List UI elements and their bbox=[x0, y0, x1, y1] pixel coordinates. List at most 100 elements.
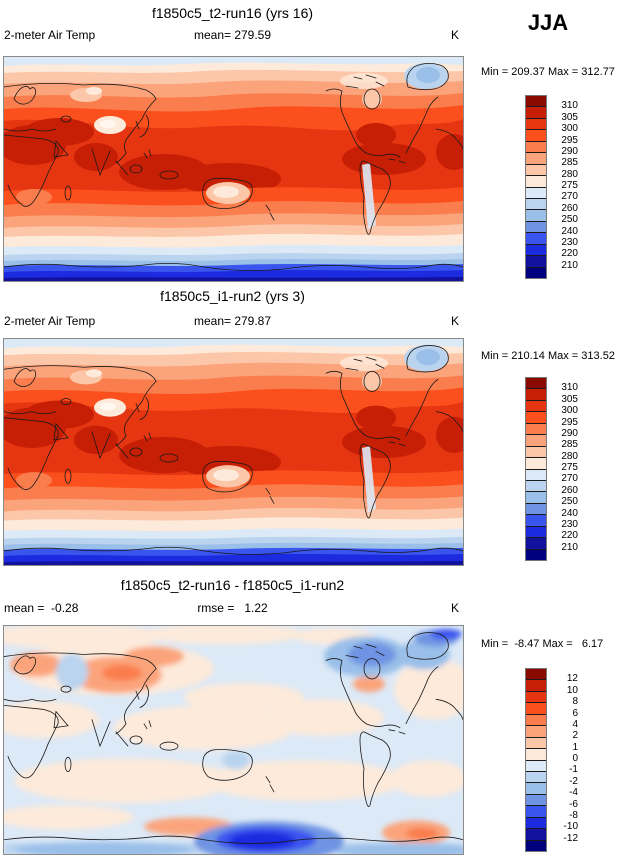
colorbar-tick-label: 280 bbox=[561, 450, 578, 462]
panel2-map bbox=[3, 338, 464, 566]
colorbar-segment bbox=[526, 680, 546, 692]
colorbar-segment bbox=[526, 164, 546, 177]
colorbar-segment bbox=[526, 794, 546, 807]
colorbar-segment bbox=[526, 714, 546, 727]
panel3-minmax: Min = -8.47 Max = 6.17 bbox=[481, 638, 604, 650]
colorbar-tick-label: 10 bbox=[566, 684, 578, 696]
colorbar-tick-label: 4 bbox=[572, 718, 578, 730]
colorbar-tick-label: 260 bbox=[561, 484, 578, 496]
colorbar-tick-label: 290 bbox=[561, 427, 578, 439]
colorbar-tick-label: 230 bbox=[561, 236, 578, 248]
colorbar-segment bbox=[526, 130, 546, 142]
colorbar-segment bbox=[526, 749, 546, 761]
panel2-variable-label: 2-meter Air Temp bbox=[4, 314, 96, 328]
colorbar-tick-label: 270 bbox=[561, 473, 578, 485]
colorbar-tick-label: 300 bbox=[561, 123, 578, 135]
colorbar-tick-label: 290 bbox=[561, 145, 578, 157]
colorbar-tick-label: -1 bbox=[569, 764, 578, 776]
colorbar-segment bbox=[526, 210, 546, 222]
colorbar-segment bbox=[526, 233, 546, 245]
colorbar-segment bbox=[526, 153, 546, 165]
panel3-rmse-label: rmse = 1.22 bbox=[197, 601, 268, 615]
colorbar-segment bbox=[526, 760, 546, 772]
colorbar-tick-label: 220 bbox=[561, 530, 578, 542]
panel3-colorbar: 12 10 8 6 4 2 1 0 -1 -2 -4 -6 -8 -10 -12 bbox=[525, 668, 595, 852]
panel2-colorbar-boxes bbox=[525, 377, 547, 561]
colorbar-tick-label: 210 bbox=[561, 259, 578, 271]
colorbar-segment bbox=[526, 412, 546, 424]
panel3-title: f1850c5_t2-run16 - f1850c5_i1-run2 bbox=[120, 577, 345, 593]
colorbar-tick-label: 12 bbox=[566, 673, 578, 685]
colorbar-tick-label: 310 bbox=[561, 100, 578, 112]
colorbar-segment bbox=[526, 176, 546, 188]
colorbar-segment bbox=[526, 469, 546, 481]
colorbar-segment bbox=[526, 221, 546, 234]
season-label: JJA bbox=[527, 10, 569, 35]
panel1-map-canvas bbox=[4, 57, 463, 281]
colorbar-tick-label: 230 bbox=[561, 518, 578, 530]
colorbar-segment bbox=[526, 817, 546, 830]
colorbar-tick-label: 295 bbox=[561, 134, 578, 146]
colorbar-tick-label: 250 bbox=[561, 214, 578, 226]
colorbar-segment bbox=[526, 703, 546, 715]
colorbar-segment bbox=[526, 492, 546, 504]
colorbar-segment bbox=[526, 256, 546, 268]
panel3-map bbox=[3, 625, 464, 855]
colorbar-segment bbox=[526, 446, 546, 459]
colorbar-segment bbox=[526, 737, 546, 750]
panel3-units-label: K bbox=[450, 601, 459, 615]
panel2-colorbar: 310 305 300 295 290 285 280 275 270 260 250 240 230 2… bbox=[525, 377, 595, 561]
colorbar-tick-label: 220 bbox=[561, 248, 578, 260]
colorbar-tick-label: 8 bbox=[572, 696, 578, 708]
colorbar-segment bbox=[526, 141, 546, 154]
colorbar-segment bbox=[526, 526, 546, 539]
panel2-minmax: Min = 210.14 Max = 313.52 bbox=[481, 350, 615, 362]
colorbar-tick-label: 2 bbox=[572, 730, 578, 742]
panel3-subheader: mean = -0.28 rmse = 1.22 K bbox=[3, 601, 462, 616]
colorbar-tick-label: 305 bbox=[561, 111, 578, 123]
colorbar-segment bbox=[526, 771, 546, 784]
colorbar-segment bbox=[526, 806, 546, 818]
colorbar-segment bbox=[526, 549, 546, 560]
colorbar-segment bbox=[526, 96, 546, 108]
panel1-variable-label: 2-meter Air Temp bbox=[4, 28, 96, 42]
colorbar-tick-label: 275 bbox=[561, 462, 578, 473]
colorbar-segment bbox=[526, 538, 546, 550]
colorbar-tick-label: 6 bbox=[572, 707, 578, 719]
panel2-units-label: K bbox=[450, 314, 459, 328]
colorbar-segment bbox=[526, 118, 546, 131]
colorbar-segment bbox=[526, 783, 546, 795]
colorbar-segment bbox=[526, 423, 546, 436]
panel3-mean-label: mean = -0.28 bbox=[4, 601, 79, 615]
colorbar-segment bbox=[526, 187, 546, 199]
colorbar-segment bbox=[526, 400, 546, 413]
colorbar-tick-label: -2 bbox=[569, 775, 578, 787]
panel1-units-label: K bbox=[450, 28, 459, 42]
colorbar-tick-label: 285 bbox=[561, 157, 578, 169]
panel1-title: f1850c5_t2-run16 (yrs 16) bbox=[151, 5, 314, 21]
panel1-colorbar: 310 305 300 295 290 285 280 275 270 260 250 240 230 2… bbox=[525, 95, 595, 279]
colorbar-tick-label: 240 bbox=[561, 225, 578, 237]
panel1-mean-label: mean= 279.59 bbox=[193, 28, 272, 42]
panel1-map bbox=[3, 56, 464, 282]
colorbar-segment bbox=[526, 389, 546, 401]
colorbar-segment bbox=[526, 726, 546, 738]
colorbar-segment bbox=[526, 480, 546, 493]
colorbar-tick-label: -6 bbox=[569, 798, 578, 810]
colorbar-tick-label: 1 bbox=[572, 741, 578, 753]
panel1-colorbar-boxes bbox=[525, 95, 547, 279]
colorbar-tick-label: 240 bbox=[561, 507, 578, 519]
panel1-minmax: Min = 209.37 Max = 312.77 bbox=[481, 66, 615, 78]
colorbar-segment bbox=[526, 691, 546, 704]
panel2-mean-label: mean= 279.87 bbox=[193, 314, 272, 328]
colorbar-segment bbox=[526, 378, 546, 390]
colorbar-tick-label: 210 bbox=[561, 541, 578, 553]
colorbar-segment bbox=[526, 107, 546, 119]
colorbar-segment bbox=[526, 458, 546, 470]
colorbar-tick-label: 250 bbox=[561, 496, 578, 508]
panel2-title: f1850c5_i1-run2 (yrs 3) bbox=[160, 288, 305, 304]
colorbar-segment bbox=[526, 435, 546, 447]
colorbar-tick-label: -12 bbox=[563, 832, 578, 844]
colorbar-tick-label: 0 bbox=[572, 753, 578, 764]
